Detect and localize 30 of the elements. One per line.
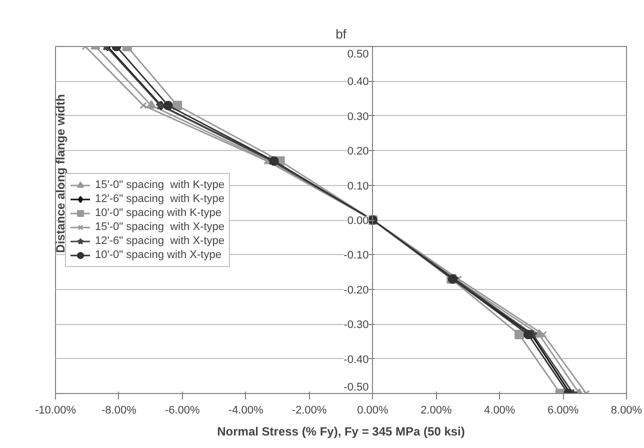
legend-label: 10'-0" spacing with K-type [95, 206, 222, 220]
y-tick-label: 0.40 [347, 76, 369, 88]
y-axis-title: Distance along flange width [54, 94, 68, 253]
y-tick-label: -0.20 [344, 284, 369, 296]
x-tick-label: -10.00% [35, 404, 76, 416]
x-tick-label: -6.00% [164, 404, 200, 416]
chart-title: bf [336, 26, 347, 42]
y-tick-label: -0.30 [344, 319, 369, 332]
legend-label: 15'-0" spacing with K-type [95, 178, 225, 192]
y-tick-label: 0.00 [347, 215, 369, 227]
legend-label: 12'-6" spacing with K-type [95, 192, 225, 206]
legend-label: 15'-0" spacing with X-type [95, 220, 225, 234]
y-tick-label: 0.10 [347, 180, 369, 192]
y-tick-label: 0.20 [347, 146, 369, 158]
x-tick-label: 8.00% [610, 404, 642, 416]
x-tick-label: 0.00% [357, 404, 389, 416]
y-tick-label: -0.40 [344, 354, 369, 366]
x-tick-label: 4.00% [484, 404, 516, 416]
legend-label: 10'-0" spacing with X-type [95, 248, 222, 262]
y-tick-label: -0.50 [344, 382, 369, 394]
x-tick-label: 2.00% [420, 404, 452, 416]
x-tick-label: -8.00% [102, 404, 137, 416]
legend-label: 12'-6" spacing with X-type [95, 234, 225, 248]
x-tick-label: -2.00% [292, 404, 327, 416]
y-tick-label: -0.10 [344, 250, 369, 262]
x-tick-label: -4.00% [228, 404, 264, 416]
y-tick-label: 0.50 [347, 48, 369, 60]
x-tick-label: 6.00% [547, 404, 579, 416]
y-tick-label: 0.30 [347, 110, 369, 123]
x-axis-title: Normal Stress (% Fy), Fy = 345 MPa (50 ksi) [217, 424, 465, 438]
